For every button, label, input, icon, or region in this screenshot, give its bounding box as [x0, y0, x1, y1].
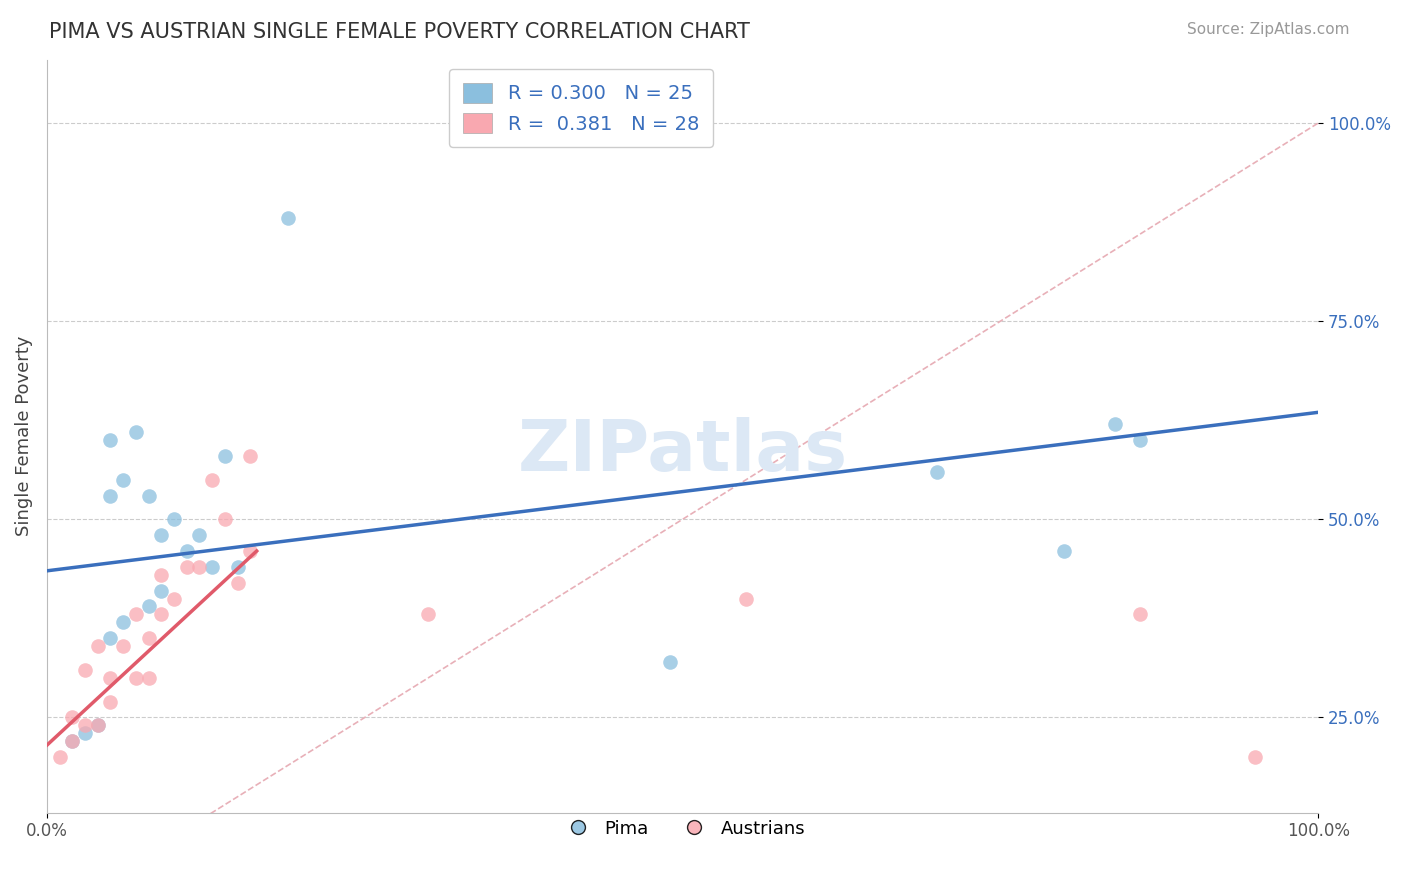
- Point: [1104, 417, 1126, 432]
- Point: [214, 449, 236, 463]
- Point: [48, 750, 70, 764]
- Point: [163, 591, 186, 606]
- Point: [125, 425, 148, 439]
- Point: [112, 615, 135, 630]
- Text: Source: ZipAtlas.com: Source: ZipAtlas.com: [1187, 22, 1350, 37]
- Point: [73, 718, 96, 732]
- Point: [100, 489, 122, 503]
- Point: [87, 639, 110, 653]
- Point: [1129, 433, 1152, 447]
- Point: [1053, 544, 1076, 558]
- Y-axis label: Single Female Poverty: Single Female Poverty: [15, 336, 32, 536]
- Point: [138, 489, 160, 503]
- Point: [60, 734, 83, 748]
- Point: [239, 544, 262, 558]
- Point: [100, 671, 122, 685]
- Point: [73, 726, 96, 740]
- Text: PIMA VS AUSTRIAN SINGLE FEMALE POVERTY CORRELATION CHART: PIMA VS AUSTRIAN SINGLE FEMALE POVERTY C…: [49, 22, 749, 42]
- Point: [226, 559, 249, 574]
- Point: [176, 559, 198, 574]
- Point: [201, 559, 224, 574]
- Point: [138, 671, 160, 685]
- Point: [125, 671, 148, 685]
- Point: [60, 734, 83, 748]
- Point: [60, 710, 83, 724]
- Point: [112, 639, 135, 653]
- Point: [239, 449, 262, 463]
- Point: [100, 433, 122, 447]
- Point: [176, 544, 198, 558]
- Point: [925, 465, 948, 479]
- Point: [150, 528, 173, 542]
- Point: [100, 631, 122, 645]
- Point: [188, 559, 211, 574]
- Point: [138, 599, 160, 614]
- Point: [100, 695, 122, 709]
- Text: ZIPatlas: ZIPatlas: [517, 417, 848, 485]
- Point: [418, 607, 440, 622]
- Point: [150, 607, 173, 622]
- Point: [214, 512, 236, 526]
- Point: [658, 655, 681, 669]
- Point: [138, 631, 160, 645]
- Point: [188, 528, 211, 542]
- Point: [87, 718, 110, 732]
- Point: [1129, 607, 1152, 622]
- Point: [735, 591, 758, 606]
- Point: [201, 473, 224, 487]
- Legend: Pima, Austrians: Pima, Austrians: [553, 813, 813, 845]
- Point: [73, 663, 96, 677]
- Point: [87, 718, 110, 732]
- Point: [150, 583, 173, 598]
- Point: [112, 473, 135, 487]
- Point: [125, 607, 148, 622]
- Point: [150, 567, 173, 582]
- Point: [226, 575, 249, 590]
- Point: [163, 512, 186, 526]
- Point: [277, 211, 299, 226]
- Point: [1243, 750, 1265, 764]
